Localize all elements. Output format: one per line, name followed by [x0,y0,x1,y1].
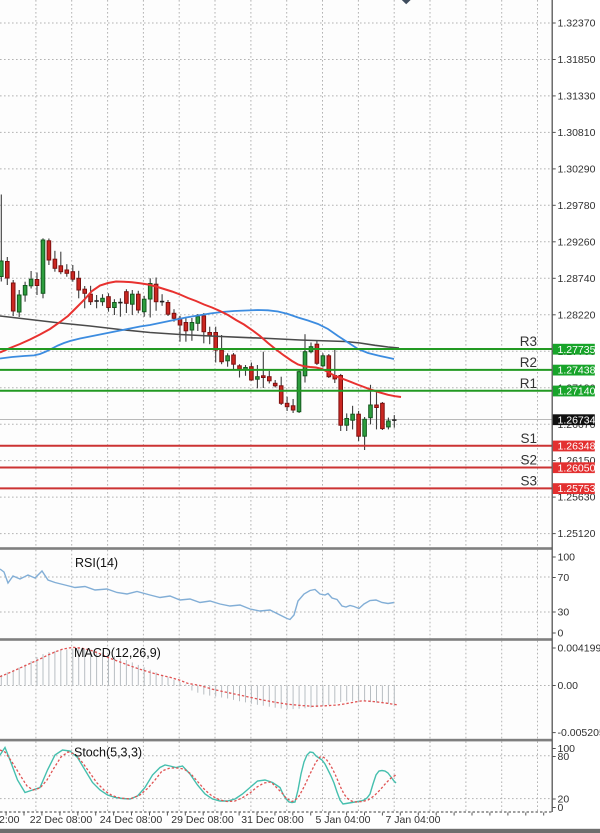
svg-text:1.29780: 1.29780 [558,200,596,212]
svg-text:R2: R2 [520,355,537,370]
svg-text:22 Dec 08:00: 22 Dec 08:00 [30,814,93,826]
svg-text:1.32370: 1.32370 [558,18,596,30]
svg-text:0: 0 [558,802,564,814]
svg-text:100: 100 [558,552,576,564]
svg-text:1.28220: 1.28220 [558,309,596,321]
svg-text:1.28740: 1.28740 [558,273,596,285]
svg-text:1.26050: 1.26050 [558,462,596,474]
svg-text:0.00: 0.00 [558,680,579,692]
svg-text:R3: R3 [520,334,537,349]
svg-text:RSI(14): RSI(14) [75,556,118,570]
svg-text:20: 20 [558,794,570,806]
svg-text:0.004199: 0.004199 [558,643,600,655]
svg-text:1.30810: 1.30810 [558,127,596,139]
svg-text:Stoch(5,3,3): Stoch(5,3,3) [74,746,142,760]
svg-text:1.30290: 1.30290 [558,164,596,176]
svg-text:1.31330: 1.31330 [558,91,596,103]
svg-text:-0.005205: -0.005205 [558,727,600,739]
svg-text:24 Dec 08:00: 24 Dec 08:00 [100,814,163,826]
svg-text:1.25630: 1.25630 [558,492,596,504]
svg-text:1.25120: 1.25120 [558,528,596,540]
svg-text:1.29260: 1.29260 [558,236,596,248]
svg-text:MACD(12,26,9): MACD(12,26,9) [74,646,161,660]
svg-text:1.31850: 1.31850 [558,54,596,66]
svg-text:30: 30 [558,607,570,619]
svg-text:7 Jan 04:00: 7 Jan 04:00 [386,814,441,826]
svg-text:1.27140: 1.27140 [558,386,596,398]
svg-text:1.25753: 1.25753 [558,483,596,495]
svg-text:0: 0 [558,628,564,640]
svg-text:1.26348: 1.26348 [558,441,596,453]
svg-text:5 Jan 04:00: 5 Jan 04:00 [316,814,371,826]
svg-text:1.27438: 1.27438 [558,365,596,377]
svg-text:100: 100 [558,743,576,755]
svg-text:1.26734: 1.26734 [558,414,596,426]
svg-text:S2: S2 [520,453,537,468]
svg-text:S1: S1 [520,431,537,446]
svg-text:R1: R1 [520,376,537,391]
svg-text:1.27735: 1.27735 [558,344,596,356]
svg-text:S3: S3 [520,473,537,488]
svg-text:31 Dec 08:00: 31 Dec 08:00 [241,814,304,826]
svg-text:29 Dec 08:00: 29 Dec 08:00 [171,814,234,826]
svg-text:2:00: 2:00 [0,814,20,826]
svg-text:70: 70 [558,572,570,584]
svg-text:80: 80 [558,751,570,763]
